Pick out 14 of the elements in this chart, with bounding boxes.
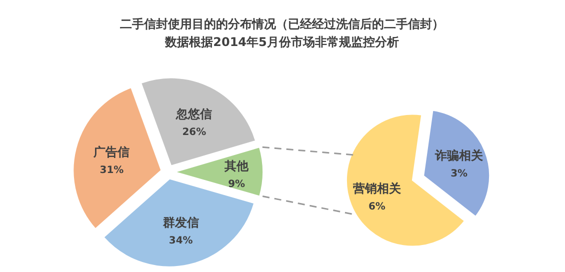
data-label: 3% <box>450 168 468 180</box>
data-label: 31% <box>100 164 124 176</box>
data-label: 6% <box>368 202 386 213</box>
slice-label: 诈骗相关 <box>434 148 484 162</box>
data-label: 34% <box>168 236 193 247</box>
slice-label: 群发信 <box>162 216 199 230</box>
chart-subtitle: 数据根据2014年5月份市场非常规监控分析 <box>164 35 399 49</box>
slice-label: 广告信 <box>92 144 130 159</box>
data-label: 9% <box>228 178 246 190</box>
data-label: 26% <box>182 127 206 138</box>
slice-label: 其他 <box>224 158 250 173</box>
slice-label: 营销相关 <box>352 182 402 196</box>
chart-title: 二手信封使用目的的分布情况（已经经过洗信后的二手信封） <box>120 17 444 31</box>
slice-label: 忽悠信 <box>175 107 212 122</box>
